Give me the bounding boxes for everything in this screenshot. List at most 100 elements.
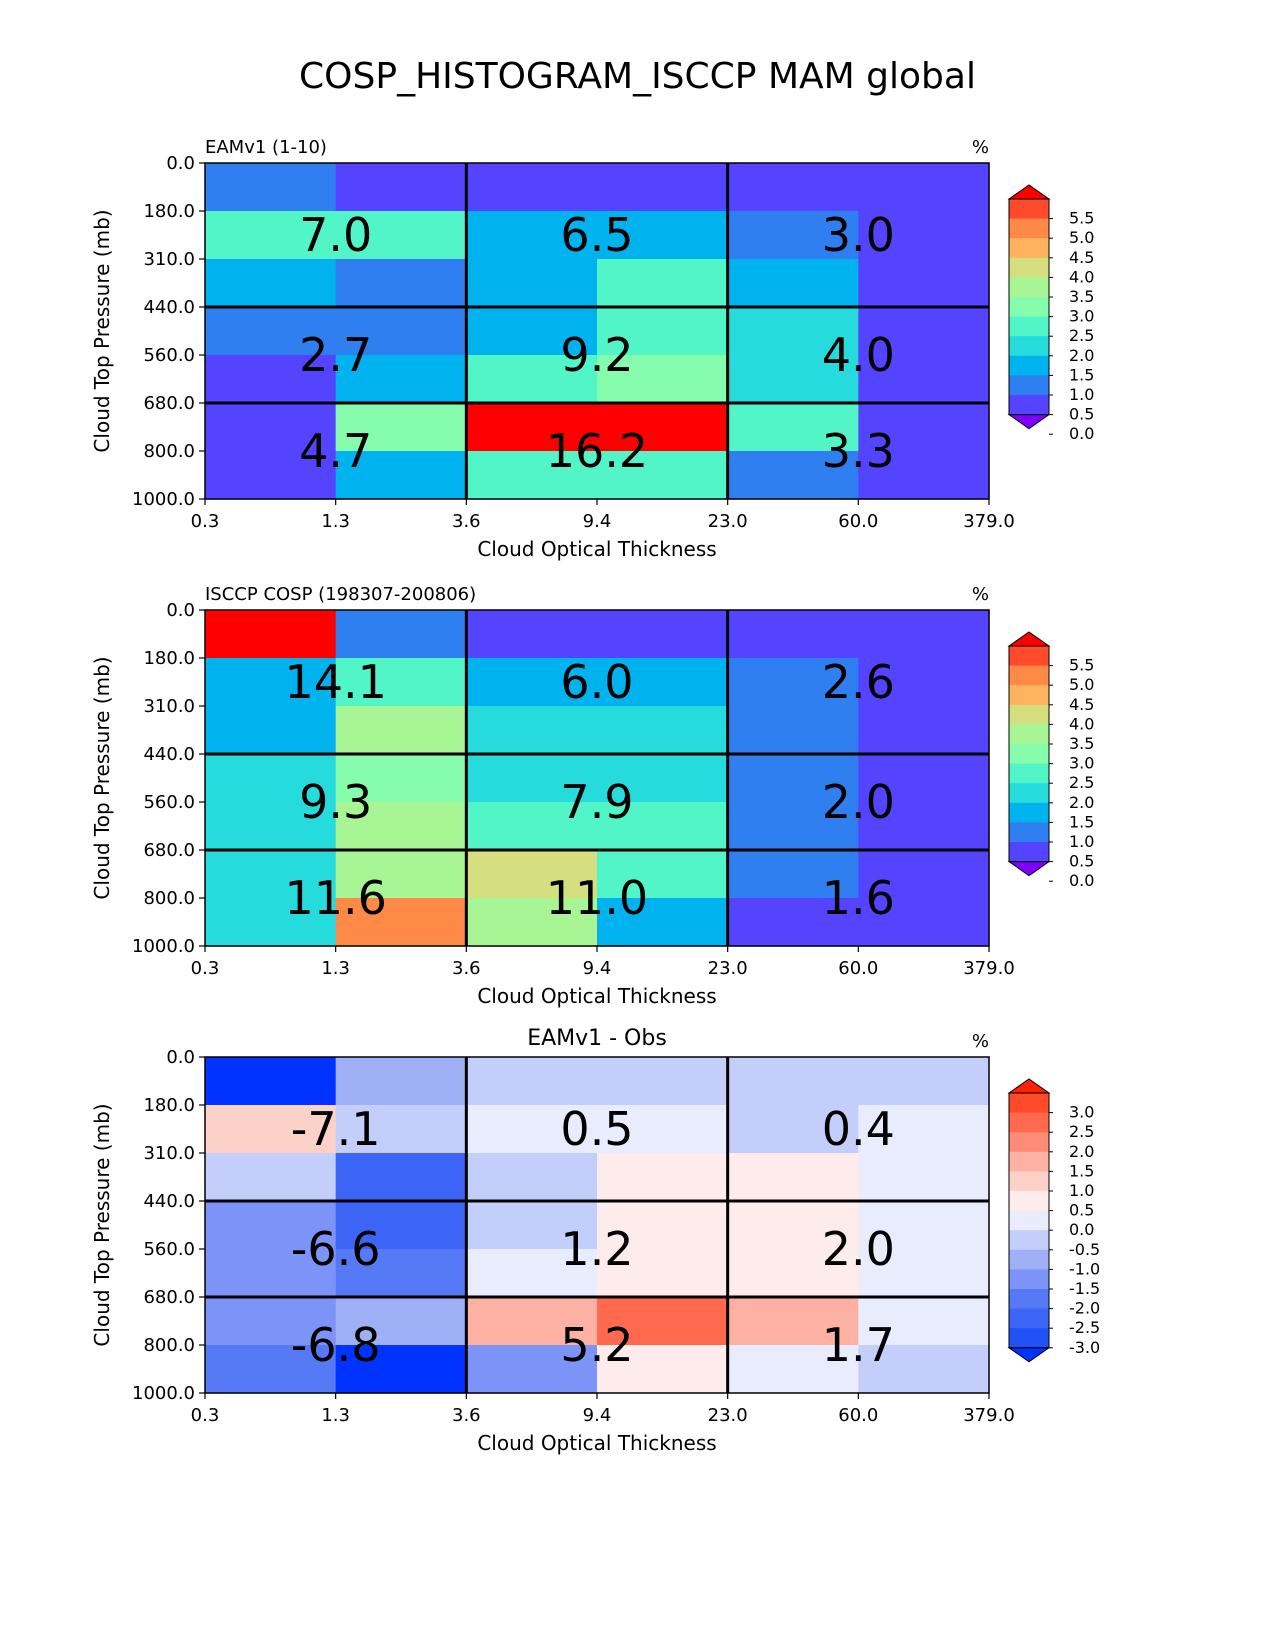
- x-tick-label: 379.0: [963, 1405, 1015, 1426]
- box-value-label: 7.9: [560, 775, 633, 829]
- heatmap-cell: [205, 706, 337, 755]
- colorbar-under-triangle: [1007, 861, 1051, 877]
- heatmap-cell: [205, 1105, 337, 1154]
- colorbar-tick-label: 1.0: [1069, 385, 1094, 404]
- colorbar-frame: [1008, 198, 1050, 416]
- y-tick-label: 310.0: [143, 1143, 195, 1164]
- heatmap-cell: [858, 451, 990, 500]
- heatmap-cell: [858, 259, 990, 308]
- y-tick-label: 180.0: [143, 201, 195, 222]
- colorbar-band: [1009, 1132, 1049, 1153]
- heatmap-cell: [727, 1345, 859, 1394]
- heatmap-cell: [335, 163, 467, 212]
- colorbar-band: [1009, 704, 1049, 725]
- colorbar-band: [1009, 665, 1049, 686]
- colorbar-tick-label: 5.5: [1069, 209, 1094, 228]
- heatmap-cell: [335, 355, 467, 404]
- heatmap-panel-2: 14.1 6.0 2.6 9.3 7.9 2.0 11.6 11.0 1.6 0.3 1.3 3.6 9…: [90, 584, 1094, 1008]
- colorbar-band: [1009, 336, 1049, 357]
- heatmap-cell: [727, 403, 859, 452]
- colorbar-band: [1009, 763, 1049, 784]
- heatmap-cell: [858, 1105, 990, 1154]
- colorbar-tick-label: 3.0: [1069, 754, 1094, 773]
- colorbar-tick-label: 0.5: [1069, 852, 1094, 871]
- heatmap-cell: [205, 1297, 337, 1346]
- heatmap-cell: [597, 163, 729, 212]
- heatmap-cell: [466, 1057, 598, 1106]
- colorbar-band: [1009, 744, 1049, 765]
- x-tick-label: 3.6: [452, 1405, 481, 1426]
- y-tick-label: 440.0: [143, 297, 195, 318]
- heatmap-cell: [597, 259, 729, 308]
- colorbar-tick-label: 0.0: [1069, 424, 1094, 443]
- y-tick-label: 800.0: [143, 888, 195, 909]
- y-tick-label: 1000.0: [132, 1383, 195, 1404]
- heatmap-cell: [858, 898, 990, 947]
- heatmap-cell: [727, 1105, 859, 1154]
- box-value-label: 14.1: [284, 655, 386, 709]
- box-value-label: 3.0: [822, 208, 895, 262]
- colorbar-tick-label: 5.0: [1069, 228, 1094, 247]
- x-tick-label: 3.6: [452, 958, 481, 979]
- panel-units-label: %: [972, 584, 989, 605]
- box-value-label: 2.6: [822, 655, 895, 709]
- heatmap-cell: [858, 163, 990, 212]
- heatmap-cell: [335, 403, 467, 452]
- y-tick-label: 310.0: [143, 696, 195, 717]
- heatmap-cell: [205, 802, 337, 851]
- y-tick-label: 1000.0: [132, 489, 195, 510]
- heatmap-cell: [466, 802, 598, 851]
- colorbar-tick-label: 2.0: [1069, 346, 1094, 365]
- y-axis-label: Cloud Top Pressure (mb): [90, 1103, 114, 1346]
- colorbar-tick-label: -1.0: [1069, 1259, 1100, 1278]
- heatmap-cell: [466, 403, 598, 452]
- panel-units-label: %: [972, 137, 989, 158]
- x-tick-label: 0.3: [191, 1405, 220, 1426]
- heatmap-cell: [466, 451, 598, 500]
- heatmap-cell: [466, 355, 598, 404]
- colorbar-under-triangle: [1007, 1347, 1051, 1363]
- y-tick-label: 440.0: [143, 1191, 195, 1212]
- y-tick-label: 0.0: [166, 1047, 195, 1068]
- box-value-label: 3.3: [822, 424, 895, 478]
- heatmap-cell: [466, 211, 598, 260]
- heatmap-cell: [335, 1153, 467, 1202]
- heatmap-cell: [597, 1201, 729, 1250]
- colorbar-band: [1009, 1112, 1049, 1133]
- heatmap-cell: [727, 802, 859, 851]
- heatmap-cell: [335, 1105, 467, 1154]
- heatmap-cell: [597, 1297, 729, 1346]
- heatmap-cell: [727, 451, 859, 500]
- colorbar-over-triangle: [1007, 184, 1051, 200]
- colorbar-band: [1009, 802, 1049, 823]
- y-tick-label: 680.0: [143, 840, 195, 861]
- heatmap-cell: [727, 259, 859, 308]
- heatmap-cell: [858, 1057, 990, 1106]
- heatmap-cell: [597, 898, 729, 947]
- heatmap-cell: [335, 1201, 467, 1250]
- heatmap-cell: [858, 403, 990, 452]
- heatmap-cell: [727, 355, 859, 404]
- colorbar-band: [1009, 199, 1049, 220]
- box-value-label: 6.5: [560, 208, 633, 262]
- heatmap-cell: [466, 1153, 598, 1202]
- colorbar-tick-label: 3.0: [1069, 1103, 1094, 1122]
- panel-title-left: ISCCP COSP (198307-200806): [205, 584, 476, 605]
- y-tick-label: 680.0: [143, 393, 195, 414]
- colorbar-tick-label: 0.5: [1069, 405, 1094, 424]
- heatmap-cell: [205, 1249, 337, 1298]
- box-value-label: 4.7: [299, 424, 372, 478]
- colorbar-tick-label: 2.0: [1069, 793, 1094, 812]
- box-value-label: 4.0: [822, 328, 895, 382]
- heatmap-cell: [597, 802, 729, 851]
- box-value-label: -6.6: [291, 1222, 381, 1276]
- heatmap-cell: [205, 355, 337, 404]
- colorbar-band: [1009, 1308, 1049, 1329]
- heatmap-cell: [466, 610, 598, 659]
- heatmap-cell: [858, 1201, 990, 1250]
- colorbar-tick-label: 2.0: [1069, 1142, 1094, 1161]
- heatmap-cell: [597, 307, 729, 356]
- heatmap-cell: [205, 1057, 337, 1106]
- heatmap-cell: [335, 307, 467, 356]
